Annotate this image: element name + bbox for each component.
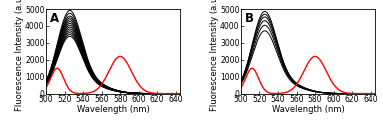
Y-axis label: Fluorescence Intensity (a.u.): Fluorescence Intensity (a.u.) xyxy=(210,0,219,111)
X-axis label: Wavelength (nm): Wavelength (nm) xyxy=(272,105,344,114)
Text: B: B xyxy=(245,12,254,25)
Text: A: A xyxy=(50,12,59,25)
X-axis label: Wavelength (nm): Wavelength (nm) xyxy=(77,105,149,114)
Y-axis label: Fluorescence Intensity (a.u.): Fluorescence Intensity (a.u.) xyxy=(15,0,24,111)
